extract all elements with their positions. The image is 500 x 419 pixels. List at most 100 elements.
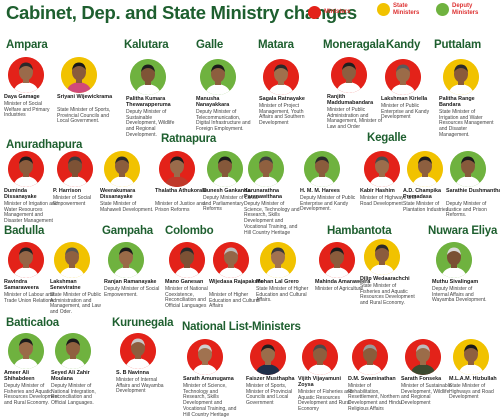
district-kalutara: Kalutara xyxy=(124,39,169,51)
person-name: Muthu Sivalingam xyxy=(432,279,479,285)
portrait-photo xyxy=(55,333,91,369)
portrait-photo xyxy=(352,339,388,375)
legend-state-label: State Ministers xyxy=(393,3,420,16)
person-name: Mohan Lal Grero xyxy=(256,279,299,285)
portrait-photo xyxy=(159,151,195,187)
person-name: Sagala Ratnayake xyxy=(259,96,305,102)
person-name: Vijith Vijayamuni Zoysa xyxy=(298,376,341,388)
person-name: D.M. Swaminathan xyxy=(348,376,396,382)
portrait-photo xyxy=(443,59,479,95)
portrait-photo xyxy=(8,151,44,187)
portrait-photo xyxy=(450,151,486,187)
person-role: Minister of Social Empowerment xyxy=(53,195,92,207)
person-name: Ranjan Ramanayake xyxy=(104,279,157,285)
person-name: A.D. Champika Premadasa xyxy=(403,188,442,200)
person-role: Minister of Agriculture xyxy=(315,286,364,292)
person-role: State Minister of Highways and Road Deve… xyxy=(449,383,494,401)
portrait-photo xyxy=(436,242,472,278)
portrait-photo xyxy=(407,151,443,187)
person-role: Minister of Justice and Prison Reforms xyxy=(155,201,205,213)
district-gampaha: Gampaha xyxy=(102,225,154,237)
portrait-photo xyxy=(57,151,93,187)
person-role: Deputy Minister of Internal Affairs and … xyxy=(432,286,487,304)
person-role: State Minister of Higher Education and C… xyxy=(256,286,309,304)
person-name: M.L.A.M. Hizbullah xyxy=(449,376,497,382)
person-name: Thalatha Athukorala xyxy=(155,188,207,194)
person-name: Karunarathna Paranawithana xyxy=(244,188,283,200)
district-kandy: Kandy xyxy=(386,39,421,51)
person-name: Lakshman Kiriella xyxy=(381,96,428,102)
person-role: Deputy Minister of Justice and Prison Re… xyxy=(446,201,487,219)
district-national-list: National List-Ministers xyxy=(182,321,301,333)
district-anuradhapura: Anuradhapura xyxy=(6,139,83,151)
person-name: Palitha Kumara Thewarapperuma xyxy=(126,96,171,108)
person-role: Minister of Irrigation and Water Resourc… xyxy=(4,201,58,225)
person-role: Deputy Minister of Lands and Parliamenta… xyxy=(203,195,259,213)
portrait-photo xyxy=(213,242,249,278)
person-role: State Minister of Sports, Provincial Cou… xyxy=(57,107,111,125)
portrait-photo xyxy=(263,59,299,95)
district-kegalle: Kegalle xyxy=(367,132,407,144)
person-name: Faiszer Musthapha xyxy=(246,376,295,382)
portrait-photo xyxy=(364,239,400,275)
portrait-photo xyxy=(8,57,44,93)
page-title: Cabinet, Dep. and State Ministry changes xyxy=(6,2,357,23)
person-name: H. M. M. Harees xyxy=(300,188,340,194)
district-moneragala: Moneragala xyxy=(323,39,385,51)
person-name: Ranjith Maddumabandara xyxy=(327,94,374,106)
person-role: Minister of Internal Affairs and Wayamba… xyxy=(116,377,164,395)
person-name: S. B Navinna xyxy=(116,370,149,376)
person-role: Minister of Project Management, Youth Af… xyxy=(259,103,305,127)
portrait-photo xyxy=(405,339,441,375)
portrait-photo xyxy=(302,339,338,375)
person-name: Mahinda Amaraweera xyxy=(315,279,371,285)
district-colombo: Colombo xyxy=(165,225,214,237)
person-role: Minister of Rehabilitation, Resettlement… xyxy=(348,383,402,412)
person-role: Minister of Labour and Trade Union Relat… xyxy=(4,292,54,304)
legend-state: State Ministers xyxy=(377,3,419,16)
legend-state-dot xyxy=(377,3,390,16)
person-name: Duminda Dissanayake xyxy=(4,188,37,200)
district-matara: Matara xyxy=(258,39,294,51)
person-role: Deputy Minister of National Integration,… xyxy=(51,383,96,407)
person-name: P. Harrison xyxy=(53,188,82,194)
legend-ministers-dot xyxy=(308,6,321,19)
legend-ministers-label: Ministers xyxy=(324,9,351,16)
person-role: Minister of Science, Technology and Rese… xyxy=(183,383,237,418)
person-name: Sarath Amunugama xyxy=(183,376,234,382)
district-hambantota: Hambantota xyxy=(327,225,392,237)
portrait-photo xyxy=(169,242,205,278)
portrait-photo xyxy=(120,333,156,369)
district-nuwara-eliya: Nuwara Eliya xyxy=(428,225,498,237)
portrait-photo xyxy=(304,151,340,187)
portrait-photo xyxy=(385,59,421,95)
legend-ministers: Ministers xyxy=(308,6,350,19)
person-role: State Minister of Mahaweli Development. xyxy=(100,201,154,213)
district-badulla: Badulla xyxy=(4,225,45,237)
portrait-photo xyxy=(108,242,144,278)
person-role: Deputy Minister of Science, Technology a… xyxy=(244,201,300,236)
portrait-photo xyxy=(331,57,367,93)
portrait-photo xyxy=(453,339,489,375)
person-name: Dilip Wedaarachchi xyxy=(360,276,410,282)
legend-deputy-label: Deputy Ministers xyxy=(452,3,479,16)
portrait-photo xyxy=(200,59,236,95)
portrait-photo xyxy=(61,57,97,93)
person-name: Wijedasa Rajapakshe xyxy=(209,279,264,285)
person-name: Weerakumara Dissanayake xyxy=(100,188,136,200)
person-role: State Minister of Irrigation and Water R… xyxy=(439,109,494,138)
person-role: Minister of Higher Education and Cultura… xyxy=(209,292,260,310)
person-name: Ravindra Samaraweera xyxy=(4,279,39,291)
portrait-photo xyxy=(260,242,296,278)
district-batticaloa: Batticaloa xyxy=(6,317,59,329)
portrait-photo xyxy=(130,59,166,95)
portrait-photo xyxy=(364,151,400,187)
portrait-photo xyxy=(319,242,355,278)
person-role: Minister of Highways and Road Developmen… xyxy=(360,195,416,207)
person-name: Sarathie Dushmantha xyxy=(446,188,500,194)
portrait-photo xyxy=(248,151,284,187)
person-name: Sriyani Wijewickrama xyxy=(57,94,113,100)
portrait-photo xyxy=(54,242,90,278)
portrait-photo xyxy=(104,151,140,187)
